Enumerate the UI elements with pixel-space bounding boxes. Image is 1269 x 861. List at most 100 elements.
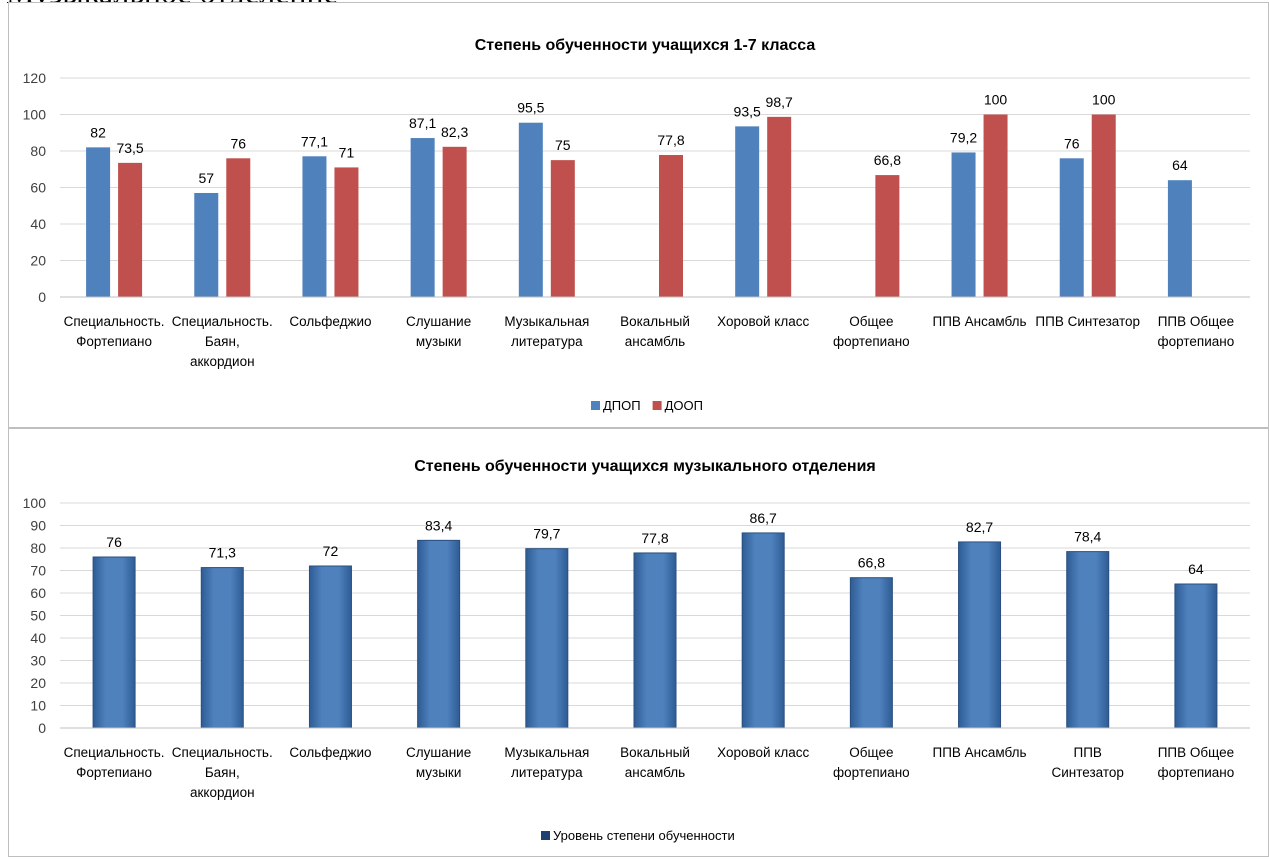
x-tick-label: литература xyxy=(511,765,583,780)
bar-дпоп xyxy=(410,138,435,297)
data-label: 98,7 xyxy=(766,94,793,110)
y-tick-label: 0 xyxy=(38,720,46,736)
legend-label: Уровень степени обученности xyxy=(553,828,735,843)
x-tick-label: Специальность. xyxy=(64,314,165,329)
data-label: 78,4 xyxy=(1074,529,1101,545)
data-label: 100 xyxy=(984,92,1008,108)
y-tick-label: 20 xyxy=(30,253,46,269)
x-tick-label: Сольфеджио xyxy=(289,314,371,329)
data-label: 77,1 xyxy=(301,133,328,149)
data-label: 100 xyxy=(1092,92,1116,108)
bar-дооп xyxy=(659,155,683,297)
x-tick-label: литература xyxy=(511,334,583,349)
bar-дооп xyxy=(226,158,251,297)
legend-swatch xyxy=(541,831,550,840)
data-label: 72 xyxy=(323,543,339,559)
y-tick-label: 20 xyxy=(30,675,46,691)
y-tick-label: 90 xyxy=(30,518,46,534)
data-label: 76 xyxy=(106,534,122,550)
data-label: 83,4 xyxy=(425,517,452,533)
bar-уровень степени обученности xyxy=(1066,551,1110,729)
x-tick-label: Баян, xyxy=(205,765,240,780)
legend-swatch xyxy=(591,401,600,410)
y-tick-label: 100 xyxy=(23,107,47,123)
data-label: 76 xyxy=(1064,135,1080,151)
data-label: 79,7 xyxy=(533,526,560,542)
x-tick-label: ППВ xyxy=(1074,745,1102,760)
x-tick-label: ППВ Ансамбль xyxy=(933,745,1027,760)
x-tick-label: ППВ Общее xyxy=(1158,745,1234,760)
y-tick-label: 10 xyxy=(30,698,46,714)
bar-дпоп xyxy=(86,147,111,297)
data-label: 82,3 xyxy=(441,124,468,140)
bar-дооп xyxy=(983,114,1008,297)
data-label: 73,5 xyxy=(116,140,143,156)
bar-дпоп xyxy=(735,126,760,297)
data-label: 77,8 xyxy=(657,132,684,148)
data-label: 76 xyxy=(230,135,246,151)
chart-grades-1-7: Степень обученности учащихся 1-7 класса 0… xyxy=(23,37,1250,413)
x-tick-label: Фортепиано xyxy=(76,765,152,780)
x-tick-label: Сольфеджио xyxy=(289,745,371,760)
y-tick-label: 120 xyxy=(23,70,47,86)
x-tick-label: музыки xyxy=(416,765,462,780)
bar-дпоп xyxy=(1167,180,1192,297)
x-tick-label: фортепиано xyxy=(833,334,910,349)
x-tick-label: ППВ Синтезатор xyxy=(1035,314,1140,329)
chart-panel-grades-1-7: Степень обученности учащихся 1-7 класса 0… xyxy=(8,2,1269,428)
bar-дпоп xyxy=(518,122,543,298)
data-label: 66,8 xyxy=(874,152,901,168)
x-tick-label: Синтезатор xyxy=(1052,765,1124,780)
bar-уровень степени обученности xyxy=(525,548,569,729)
data-label: 79,2 xyxy=(950,129,977,145)
x-tick-label: Специальность. xyxy=(172,745,273,760)
bar-уровень степени обученности xyxy=(633,552,677,729)
y-tick-label: 50 xyxy=(30,608,46,624)
bar-уровень степени обученности xyxy=(200,567,244,729)
chart-title: Степень обученности учащихся 1-7 класса xyxy=(475,37,816,54)
bar-дооп xyxy=(118,162,143,297)
data-label: 95,5 xyxy=(517,100,544,116)
y-tick-label: 0 xyxy=(38,289,46,305)
x-tick-label: Хоровой класс xyxy=(717,314,809,329)
x-tick-label: фортепиано xyxy=(1158,334,1235,349)
x-tick-label: музыки xyxy=(416,334,462,349)
bar-уровень степени обученности xyxy=(417,539,461,729)
data-label: 57 xyxy=(198,170,214,186)
x-tick-label: Вокальный xyxy=(620,314,690,329)
data-label: 77,8 xyxy=(641,530,668,546)
bar-уровень степени обученности xyxy=(958,541,1002,729)
x-tick-label: ансамбль xyxy=(625,765,685,780)
x-tick-label: Слушание xyxy=(406,314,471,329)
x-tick-label: Хоровой класс xyxy=(717,745,809,760)
x-tick-label: Музыкальная xyxy=(504,314,589,329)
x-tick-label: ППВ Общее xyxy=(1158,314,1234,329)
x-tick-label: аккордион xyxy=(190,785,255,800)
x-tick-label: Слушание xyxy=(406,745,471,760)
y-tick-label: 80 xyxy=(30,540,46,556)
x-tick-label: Музыкальная xyxy=(504,745,589,760)
data-label: 66,8 xyxy=(858,555,885,571)
bar-дооп xyxy=(442,146,467,297)
y-tick-label: 60 xyxy=(30,180,46,196)
bar-дооп xyxy=(875,175,900,297)
x-tick-label: Баян, xyxy=(205,334,240,349)
bar-дооп xyxy=(550,160,575,297)
x-tick-label: аккордион xyxy=(190,354,255,369)
data-label: 71 xyxy=(339,144,355,160)
x-tick-label: Общее xyxy=(849,745,893,760)
data-label: 82 xyxy=(90,124,106,140)
bar-дпоп xyxy=(194,192,219,297)
data-label: 86,7 xyxy=(750,510,777,526)
x-tick-label: Фортепиано xyxy=(76,334,152,349)
bar-уровень степени обученности xyxy=(741,532,785,729)
y-tick-label: 40 xyxy=(30,630,46,646)
y-tick-label: 100 xyxy=(23,495,47,511)
x-tick-label: Специальность. xyxy=(172,314,273,329)
y-tick-label: 60 xyxy=(30,585,46,601)
y-tick-label: 30 xyxy=(30,653,46,669)
x-tick-label: Специальность. xyxy=(64,745,165,760)
bar-уровень степени обученности xyxy=(308,565,352,729)
bar-дпоп xyxy=(951,152,976,297)
data-label: 82,7 xyxy=(966,519,993,535)
